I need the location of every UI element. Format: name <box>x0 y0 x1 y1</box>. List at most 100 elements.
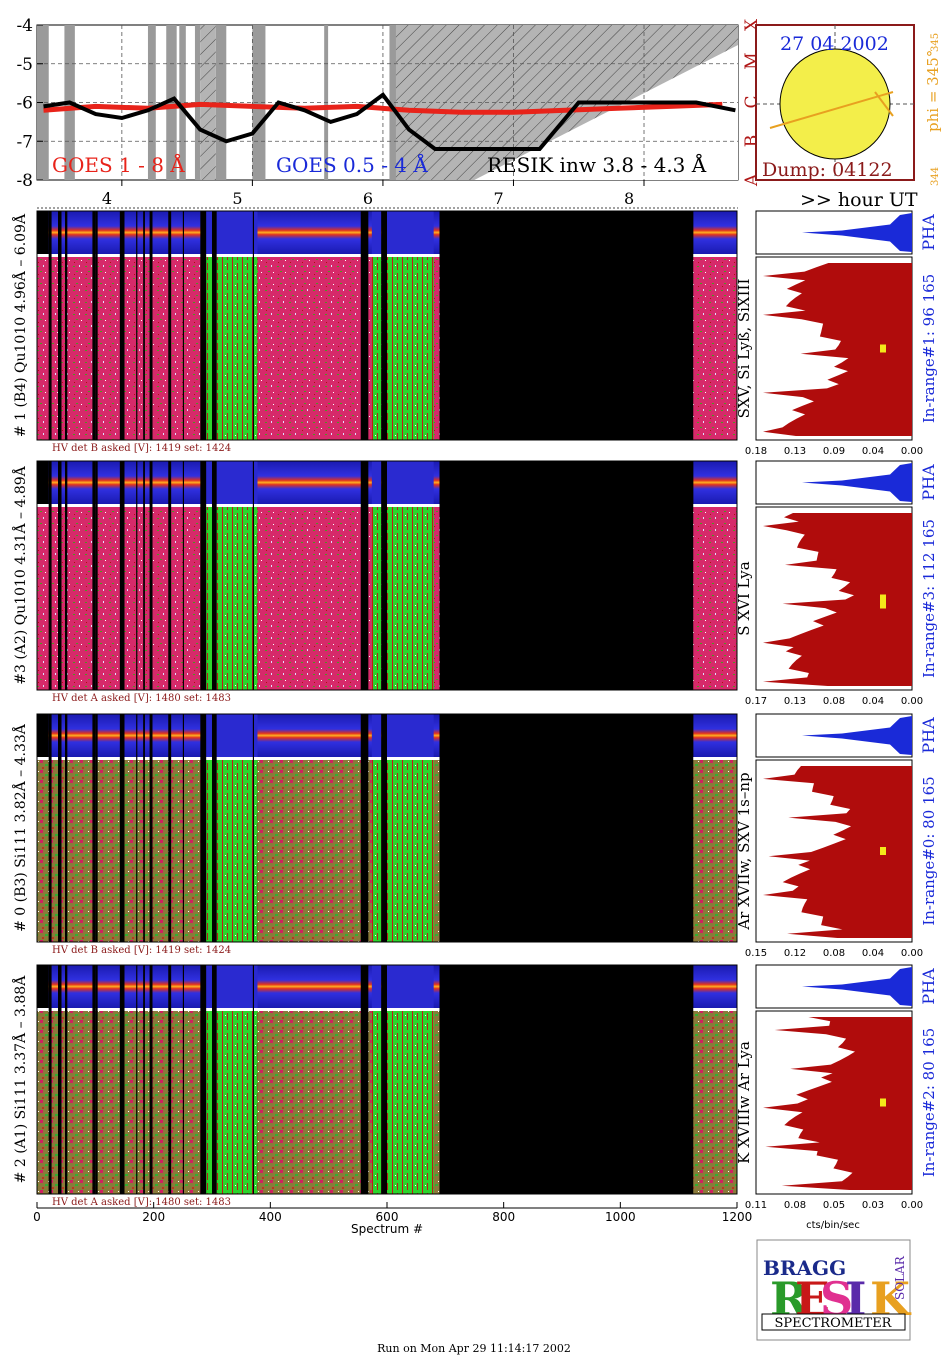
spectrogram-gap-column <box>252 965 254 1194</box>
spectrogram-no-data <box>439 714 694 942</box>
profile-fill <box>763 513 912 686</box>
spectrogram-gap-column <box>65 211 68 440</box>
profile-fill <box>763 766 912 938</box>
spectrogram-gap-column <box>200 211 207 440</box>
spectrogram-gap-column <box>182 461 184 690</box>
hour-tick-label: 5 <box>232 189 242 208</box>
spectrogram-gap-column <box>58 965 62 1194</box>
pha-strip-dark <box>37 211 49 254</box>
spectrogram-green-block <box>202 507 258 690</box>
hour-tick-label: 4 <box>102 189 112 208</box>
profile-x-tick-label: 0.00 <box>901 696 923 707</box>
hv-status-text: HV det B asked [V]: 1419 set: 1424 <box>52 945 231 956</box>
spectrum-axis-label: Spectrum # <box>351 1222 423 1236</box>
phi-label: phi = 345° <box>924 50 942 132</box>
spectrogram-gap-column <box>92 965 96 1194</box>
dump-label: Dump: 04122 <box>762 159 893 181</box>
spectrogram-gap-column <box>149 714 153 942</box>
goes-gap-band <box>179 25 186 180</box>
spectrogram-gap-column <box>381 461 387 690</box>
spectrogram-gap-column <box>168 461 172 690</box>
spectrogram-gap-column <box>252 211 254 440</box>
spectrogram-gap-column <box>360 461 369 690</box>
hv-status-text: HV det A asked [V]: 1480 set: 1483 <box>52 693 231 704</box>
phi-label-superscript: 345 <box>930 33 941 52</box>
legend-resik: RESIK inw 3.8 - 4.3 Å <box>487 152 707 177</box>
spectrogram-gap-column <box>381 211 387 440</box>
pha-histogram-fill <box>802 213 912 252</box>
hv-status-text: HV det A asked [V]: 1480 set: 1483 <box>52 1197 231 1208</box>
profile-x-tick-label: 0.18 <box>745 446 767 457</box>
phi-direction-line <box>769 91 894 129</box>
logo-solar-text: SOLAR <box>893 1255 907 1300</box>
spectrogram-gap-column <box>182 211 184 440</box>
spectrogram-gap-column <box>119 714 125 942</box>
profile-fill <box>763 263 912 436</box>
spectrogram-gap-column <box>143 714 145 942</box>
spectrogram-gap-column <box>65 965 68 1194</box>
spectrogram-gap-column <box>95 714 98 942</box>
profile-x-tick-label: 0.04 <box>862 696 884 707</box>
hour-axis-label: >> hour UT <box>800 189 918 211</box>
profile-marker <box>880 847 886 855</box>
pha-histogram-fill <box>802 463 912 502</box>
spectrogram-gap-column <box>92 211 96 440</box>
detector-panels: HV det B asked [V]: 1419 set: 1424 # 1 (B… <box>11 210 938 1236</box>
spectral-line-label: S XVI Lya <box>735 561 753 635</box>
pha-blue-block <box>371 211 382 254</box>
pha-label: PHA <box>919 968 938 1005</box>
spectrogram-green-block <box>202 1011 258 1194</box>
detector-side-label: #3 (A2) Qu1010 4.31Å – 4.89Å <box>11 465 29 684</box>
spectrogram-gap-column <box>48 714 52 942</box>
profile-x-tick-label: 0.08 <box>823 696 845 707</box>
spectral-line-label: SXV, Si Lyß, SiXIII <box>735 279 753 419</box>
pha-blue-block <box>387 211 434 254</box>
pha-histogram-fill <box>802 967 912 1006</box>
pha-histogram-fill <box>802 716 912 755</box>
spectrum-axis-tick-label: 600 <box>376 1210 399 1224</box>
spectrum-axis-tick-label: 400 <box>259 1210 282 1224</box>
spectral-line-label: K XVIIIw Ar Lya <box>735 1041 753 1164</box>
spectrogram-gap-column <box>95 461 98 690</box>
spectrogram-green-block <box>202 760 258 942</box>
hv-status-text: HV det B asked [V]: 1419 set: 1424 <box>52 443 231 454</box>
resik-series-line <box>43 92 736 151</box>
profile-x-tick-label: 0.15 <box>745 948 767 959</box>
logo-bragg-text: BRAGG <box>763 1256 846 1280</box>
hour-tick-label: 8 <box>624 189 634 208</box>
spectrogram-gap-column <box>149 965 153 1194</box>
spectrogram-gap-column <box>182 714 184 942</box>
profile-x-tick-label: 0.00 <box>901 948 923 959</box>
pha-blue-block <box>371 965 382 1008</box>
spectrogram-green-block <box>387 507 434 690</box>
profile-x-tick-label: 0.03 <box>862 1200 884 1211</box>
spectrum-axis-tick-label: 0 <box>33 1210 41 1224</box>
spectrum-axis-tick-label: 200 <box>142 1210 165 1224</box>
spectrogram-frame <box>36 460 738 691</box>
pha-label: PHA <box>919 717 938 754</box>
goes-gap-band <box>389 25 396 180</box>
solar-disk-panel: 27 04 2002 Dump: 04122 phi = 345°345 344 <box>755 24 942 186</box>
spectrogram-gap-column <box>360 965 369 1194</box>
pha-blue-block <box>387 965 434 1008</box>
spectrogram-gap-column <box>119 965 125 1194</box>
pha-blue-block <box>387 461 434 504</box>
profile-x-tick-label: 0.13 <box>784 696 806 707</box>
profile-x-tick-label: 0.04 <box>862 948 884 959</box>
spectral-line-label: Ar XVIIw, SXV 1s–np <box>735 772 753 930</box>
spectrogram-gap-column <box>200 714 207 942</box>
pha-label: PHA <box>919 464 938 501</box>
observation-date: 27 04 2002 <box>780 33 889 55</box>
pha-label: PHA <box>919 214 938 251</box>
spectrogram-gap-column <box>182 965 184 1194</box>
profile-marker <box>880 344 886 353</box>
phi-direction-line <box>874 91 894 117</box>
in-range-label: In-range#2: 80 165 <box>920 1028 938 1177</box>
logo-bottom-box <box>761 1313 906 1331</box>
detector-side-label: # 1 (B4) Qu1010 4.96Å – 6.09Å <box>11 213 29 437</box>
spectrogram-gap-column <box>58 461 62 690</box>
detector-side-label: # 2 (A1) Si111 3.37Å – 3.88Å <box>11 975 29 1184</box>
logo-spectrometer-text: SPECTROMETER <box>775 1316 893 1331</box>
